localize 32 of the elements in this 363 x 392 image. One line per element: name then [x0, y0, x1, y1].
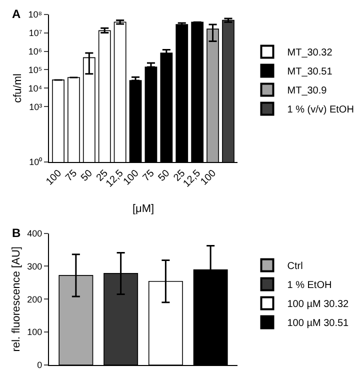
legend-label: 100 µM 30.32	[287, 299, 350, 310]
y-tick-label: 10⁰	[29, 157, 42, 168]
legend-label: Ctrl	[287, 261, 303, 272]
legend-label: 1 % (v/v) EtOH	[287, 104, 354, 116]
legend-label: MT_30.9	[287, 86, 328, 97]
y-tick-label: 200	[27, 294, 42, 304]
y-tick-label: 0	[37, 360, 42, 370]
legend-label: 1 % EtOH	[287, 280, 332, 292]
chart-title: A	[12, 7, 21, 21]
y-tick-label: 400	[27, 228, 42, 238]
y-axis-title: cfu/ml	[12, 74, 24, 103]
legend-label: MT_30.51	[287, 66, 333, 78]
chart-title: B	[12, 226, 21, 240]
y-tick-label: 10⁷	[28, 28, 42, 38]
x-tick-label: 75	[64, 168, 80, 184]
y-axis-title: rel. fluorescence [AU]	[10, 246, 23, 352]
x-axis-title: [μM]	[132, 202, 154, 215]
y-tick-label: 10⁸	[28, 9, 42, 20]
y-tick-label: 100	[27, 327, 42, 338]
x-tick-label: 100	[44, 168, 64, 188]
legend-label: MT_30.32	[287, 48, 333, 59]
y-tick-label: 10⁶	[28, 46, 42, 56]
legend-label: 100 µM 30.51	[287, 318, 350, 330]
y-tick-label: 300	[27, 261, 42, 272]
y-tick-label: 10⁵	[28, 64, 42, 75]
x-tick-label: 100	[198, 168, 219, 188]
y-tick-label: 10³	[29, 102, 42, 112]
y-tick-label: 10⁴	[28, 83, 42, 94]
x-tick-label: 50	[156, 168, 172, 184]
x-tick-label: 75	[140, 168, 157, 184]
x-tick-label: 50	[79, 168, 96, 184]
x-tick-label: 100	[122, 168, 142, 188]
